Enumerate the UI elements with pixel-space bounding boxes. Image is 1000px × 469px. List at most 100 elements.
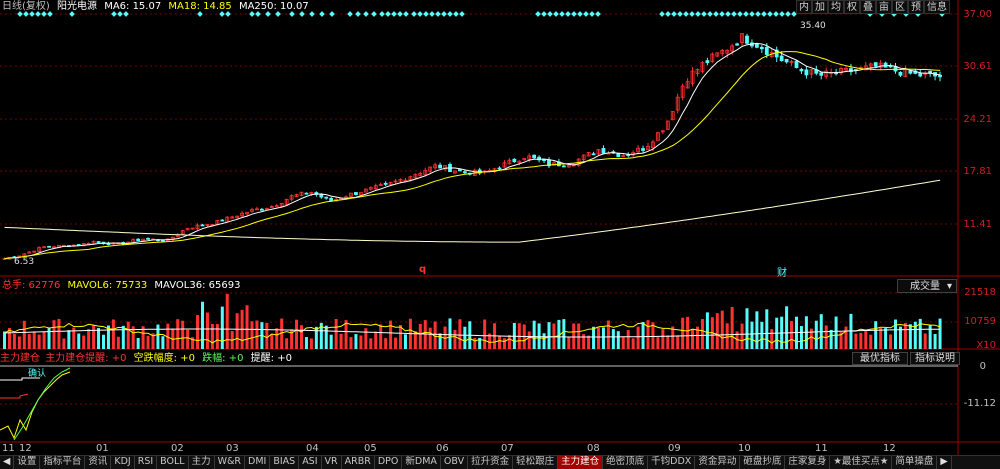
- volume-bar: [67, 330, 71, 349]
- tab-dpo[interactable]: DPO: [375, 456, 403, 469]
- date-label: 09: [668, 443, 681, 454]
- price-axis-label: 30.61: [963, 61, 992, 72]
- candle-body: [52, 246, 56, 249]
- volume-bar: [166, 323, 170, 349]
- volume-bar: [705, 312, 709, 349]
- signal-diamond-icon: [447, 11, 453, 17]
- tab-indicator-platform[interactable]: 指标平台: [40, 456, 86, 469]
- tab-ddx[interactable]: 千钧DDX: [648, 456, 696, 469]
- volume-bar: [339, 333, 343, 349]
- volume-bar: [854, 333, 858, 349]
- volume-bar: [156, 324, 160, 349]
- price-axis-label: 37.00: [963, 9, 992, 20]
- toolbar-button-qu[interactable]: 区: [892, 0, 908, 14]
- tab-asi[interactable]: ASI: [299, 456, 322, 469]
- confirm-label: 确认: [28, 369, 47, 379]
- tab-main-force[interactable]: 主力: [189, 456, 215, 469]
- tab-dealer-revival[interactable]: 庄家复身: [785, 456, 831, 469]
- indicator-help-button[interactable]: 指标说明: [910, 352, 960, 365]
- toolbar-button-mu[interactable]: 亩: [876, 0, 892, 14]
- volume-bar: [102, 334, 105, 349]
- tab-obv[interactable]: OBV: [441, 456, 469, 469]
- chevron-down-icon: ▾: [946, 281, 952, 292]
- tab-simple-trading[interactable]: 简单操盘: [892, 456, 938, 469]
- candle-body: [700, 62, 705, 72]
- tab-boll[interactable]: BOLL: [157, 456, 189, 469]
- toolbar-button-jia[interactable]: 加: [812, 0, 828, 14]
- tab-fund-anomaly[interactable]: 资金异动: [695, 456, 741, 469]
- candle-body: [636, 147, 640, 153]
- volume-bar: [52, 320, 56, 349]
- mavol36-label: MAVOL36: 65693: [154, 280, 241, 291]
- tab-settings[interactable]: 设置: [14, 456, 41, 469]
- indicator-label-4: 提醒: +0: [250, 353, 292, 364]
- tab-new-dma[interactable]: 新DMA: [402, 456, 441, 469]
- ma6-label: MA6: 15.07: [104, 1, 162, 12]
- tab-scroll-right-icon[interactable]: ▶: [937, 456, 952, 469]
- volume-bar: [116, 336, 120, 349]
- volume-bar: [314, 326, 318, 349]
- tab-vr[interactable]: VR: [322, 456, 342, 469]
- tab-bias[interactable]: BIAS: [270, 456, 300, 469]
- toolbar-button-info[interactable]: 信息: [924, 0, 950, 14]
- volume-bar: [210, 323, 214, 349]
- volume-bar: [884, 328, 888, 349]
- volume-bar: [582, 334, 586, 349]
- volume-bar: [577, 323, 581, 349]
- tab-news[interactable]: 资讯: [85, 456, 112, 469]
- volume-bar: [62, 338, 66, 349]
- signal-diamond-icon: [17, 11, 23, 17]
- tab-best-buy-point[interactable]: ★最佳买点★: [830, 456, 893, 469]
- optimize-indicator-button[interactable]: 最优指标: [852, 352, 908, 365]
- volume-bar: [389, 320, 393, 349]
- tab-arbr[interactable]: ARBR: [342, 456, 375, 469]
- signal-diamond-icon: [319, 11, 325, 17]
- tab-kdj[interactable]: KDJ: [111, 456, 135, 469]
- tab-rsi[interactable]: RSI: [135, 456, 158, 469]
- volume-bar: [12, 334, 16, 349]
- volume-bar: [205, 312, 209, 349]
- toolbar-button-yu[interactable]: 预: [908, 0, 924, 14]
- toolbar-button-nei[interactable]: 内: [796, 0, 812, 14]
- event-marker-q[interactable]: q: [419, 264, 427, 275]
- volume-indicator-select[interactable]: 成交量 ▾: [897, 279, 957, 293]
- event-marker-financial[interactable]: 财: [777, 268, 787, 279]
- candle-body: [205, 224, 210, 226]
- mavol6-label: MAVOL6: 75733: [67, 280, 148, 291]
- candle-body: [304, 192, 309, 195]
- candle-body: [230, 216, 235, 219]
- toolbar-button-jun[interactable]: 均: [828, 0, 844, 14]
- signal-diamond-icon: [329, 11, 335, 17]
- tab-smash-bottom[interactable]: 砸盘抄底: [740, 456, 786, 469]
- volume-bar: [87, 328, 91, 349]
- tab-main-force-build[interactable]: 主力建仓: [558, 456, 604, 469]
- toolbar-button-die[interactable]: 叠: [860, 0, 876, 14]
- signal-diamond-icon: [695, 11, 701, 17]
- volume-bar: [265, 322, 269, 349]
- volume-bar: [196, 315, 200, 349]
- tab-wr[interactable]: W&R: [215, 456, 245, 469]
- candle-body: [37, 247, 42, 252]
- volume-bar: [384, 338, 388, 349]
- tab-easy-follow[interactable]: 轻松跟庄: [513, 456, 559, 469]
- candle-body: [566, 164, 571, 168]
- volume-bar: [285, 338, 289, 349]
- candle-body: [383, 182, 388, 185]
- tab-dmi[interactable]: DMI: [245, 456, 271, 469]
- tab-scroll-left-icon[interactable]: ◀: [0, 456, 15, 469]
- signal-diamond-icon: [391, 11, 397, 17]
- volume-bar: [626, 330, 630, 349]
- tab-pull-up-funds[interactable]: 拉升资金: [468, 456, 514, 469]
- volume-bar: [364, 328, 368, 349]
- volume-bar: [225, 293, 229, 349]
- candle-body: [784, 58, 789, 63]
- candle-body: [656, 132, 660, 141]
- tab-secret-top-bottom[interactable]: 绝密顶底: [603, 456, 649, 469]
- toolbar-button-quan[interactable]: 权: [844, 0, 860, 14]
- volume-bar: [438, 333, 442, 349]
- candle-body: [532, 154, 537, 159]
- candle-body: [868, 63, 873, 67]
- volume-bar: [131, 326, 135, 349]
- candle-body: [457, 169, 462, 172]
